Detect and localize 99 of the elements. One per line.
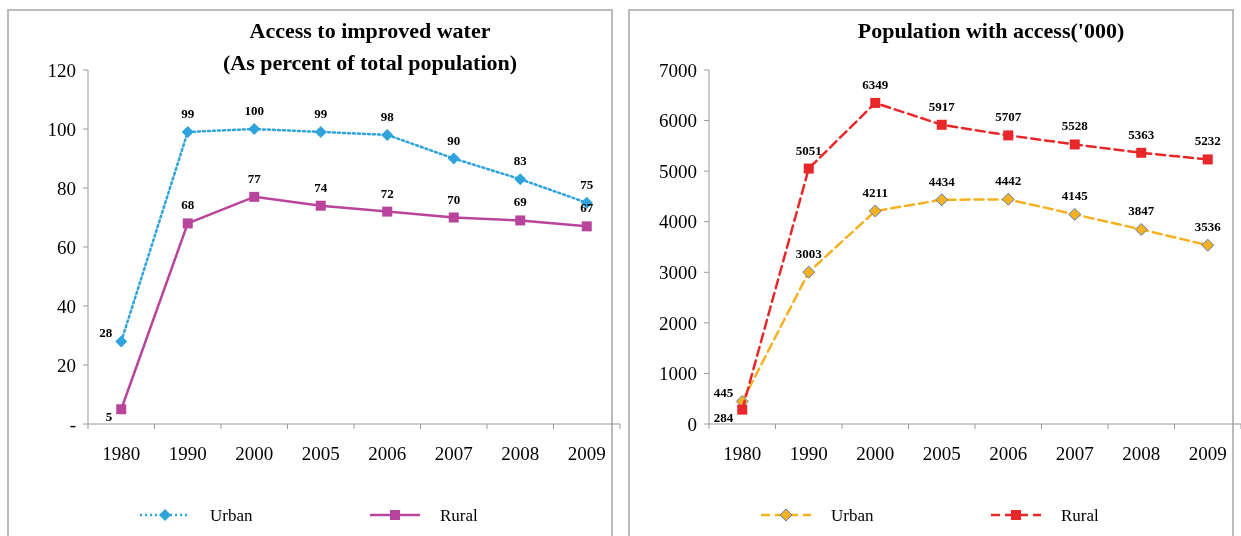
x-tick-label: 2005 [301, 443, 340, 464]
data-label: 3847 [1128, 203, 1155, 219]
point [515, 215, 526, 226]
point [870, 97, 881, 108]
y-tick-label: 60 [57, 236, 76, 258]
point [448, 212, 459, 223]
point [936, 119, 947, 130]
x-tick-label: 2009 [1188, 443, 1227, 464]
x-tick-label: 2000 [856, 443, 895, 464]
point [868, 204, 882, 218]
data-label: 5232 [1194, 133, 1221, 149]
x-tick-label: 2006 [368, 443, 407, 464]
point [514, 173, 527, 186]
point [314, 125, 327, 138]
point [447, 152, 460, 165]
data-label: 4434 [928, 173, 956, 189]
point [381, 128, 394, 141]
x-tick-label: 1990 [789, 443, 828, 464]
point [803, 163, 814, 174]
data-label: 5707 [995, 109, 1022, 125]
data-label: 3536 [1194, 219, 1222, 235]
point [382, 206, 393, 217]
data-label: 4211 [862, 185, 888, 201]
y-tick-label: 6000 [659, 110, 697, 132]
data-label: 67 [580, 200, 594, 216]
y-tick-label: - [69, 413, 76, 435]
point [182, 218, 193, 229]
point [1003, 130, 1014, 141]
x-tick-label: 2007 [1055, 443, 1094, 464]
data-label: 75 [580, 176, 594, 192]
data-label: 100 [244, 103, 264, 118]
data-label: 72 [380, 185, 394, 201]
x-tick-label: 2005 [922, 443, 961, 464]
y-tick-label: 120 [47, 59, 76, 81]
y-tick-label: 80 [57, 177, 76, 199]
x-tick-label: 1990 [168, 443, 207, 464]
data-label: 90 [447, 132, 461, 148]
data-label: 68 [181, 197, 195, 213]
data-label: 4442 [995, 173, 1022, 189]
point [181, 125, 194, 138]
point [248, 123, 261, 135]
chart-title: Access to improved water (As percent of total population) [222, 18, 518, 75]
data-label: 5051 [795, 142, 822, 158]
data-label: 284 [713, 409, 734, 425]
data-label: 3003 [795, 246, 823, 262]
point [1201, 238, 1215, 252]
point [935, 193, 949, 207]
data-label: 5917 [928, 98, 956, 114]
point [315, 200, 326, 211]
point [115, 335, 128, 348]
chart-title: Population with access('000) [857, 18, 1125, 43]
legend-label: Rural [1061, 505, 1100, 525]
y-tick-label: 4000 [659, 211, 697, 233]
x-tick-label: 1980 [102, 443, 141, 464]
y-tick-label: 100 [47, 118, 76, 140]
data-label: 83 [513, 153, 528, 169]
x-tick-label: 2007 [434, 443, 473, 464]
data-label: 74 [314, 179, 328, 195]
data-label: 99 [181, 105, 195, 121]
point [1134, 222, 1148, 236]
x-tick-label: 2008 [501, 443, 540, 464]
y-tick-label: 40 [57, 295, 76, 317]
x-tick-label: 1980 [723, 443, 762, 464]
point [249, 191, 260, 202]
data-label: 5528 [1061, 118, 1089, 134]
point [1136, 147, 1147, 158]
legend-label: Rural [440, 505, 479, 525]
y-tick-label: 2000 [659, 312, 697, 334]
point [802, 265, 816, 279]
legend-label: Urban [831, 505, 874, 525]
data-label: 445 [713, 385, 734, 401]
point [1202, 154, 1213, 165]
data-label: 5 [105, 409, 113, 425]
data-label: 69 [513, 194, 528, 210]
y-tick-label: 3000 [659, 261, 697, 283]
y-tick-label: 1000 [659, 363, 697, 385]
y-tick-label: 20 [57, 354, 76, 376]
x-tick-label: 2009 [567, 443, 606, 464]
y-tick-label: 7000 [659, 59, 697, 81]
data-label: 98 [380, 108, 395, 124]
y-tick-label: 0 [687, 413, 697, 435]
point [581, 221, 592, 232]
point [1068, 207, 1082, 221]
data-label: 4145 [1061, 188, 1089, 204]
data-label: 77 [247, 170, 262, 186]
data-label: 6349 [862, 76, 889, 92]
x-tick-label: 2000 [235, 443, 274, 464]
x-tick-label: 2006 [989, 443, 1028, 464]
data-label: 5363 [1128, 126, 1155, 142]
y-tick-label: 5000 [659, 160, 697, 182]
point [116, 404, 127, 415]
point [737, 404, 748, 415]
point [1001, 192, 1015, 206]
x-tick-label: 2008 [1122, 443, 1161, 464]
data-label: 99 [314, 105, 328, 121]
data-label: 28 [99, 325, 113, 341]
data-label: 70 [447, 191, 461, 207]
point [1069, 139, 1080, 150]
legend-label: Urban [210, 505, 253, 525]
